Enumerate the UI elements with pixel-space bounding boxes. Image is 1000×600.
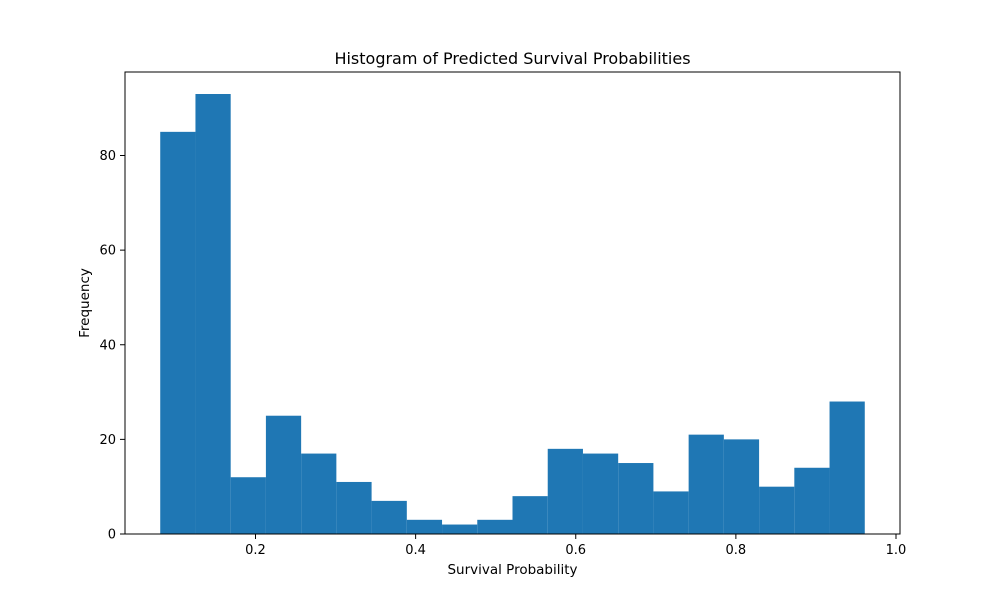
plot-frame: [124, 71, 901, 535]
histogram-bar: [265, 415, 302, 534]
x-axis-label: Survival Probability: [447, 562, 577, 578]
x-axis-ticks: 0.2 0.4 0.6 0.8 1.0: [245, 534, 906, 558]
histogram-bar: [477, 519, 513, 534]
x-tick-label: 0.6: [565, 543, 586, 558]
histogram-bar: [829, 401, 865, 534]
histogram-bar: [653, 491, 689, 534]
x-tick-label: 0.2: [245, 543, 266, 558]
histogram-bar: [723, 439, 760, 534]
y-axis-ticks: 0 20 40 60 80: [99, 149, 125, 543]
histogram-bar: [794, 467, 830, 534]
x-tick-label: 0.4: [405, 543, 426, 558]
y-tick-label: 80: [99, 149, 116, 164]
histogram-bar: [688, 434, 724, 534]
y-axis-label: Frequency: [77, 268, 93, 338]
y-tick-label: 20: [99, 433, 116, 448]
bars-group: [160, 94, 865, 534]
histogram-bar: [230, 477, 266, 534]
histogram-bar: [301, 453, 337, 534]
histogram-bar: [336, 481, 372, 534]
x-tick-label: 0.8: [726, 543, 747, 558]
y-tick-label: 40: [99, 338, 116, 353]
histogram-bar: [759, 486, 795, 534]
chart-title: Histogram of Predicted Survival Probabil…: [334, 49, 690, 68]
histogram-bar: [406, 519, 443, 534]
histogram-bar: [442, 524, 478, 534]
histogram-bar: [512, 496, 548, 534]
histogram-bar: [547, 448, 583, 534]
histogram-bar: [195, 94, 231, 534]
y-tick-label: 0: [108, 528, 116, 543]
x-tick-label: 1.0: [886, 543, 907, 558]
histogram-bar: [160, 131, 196, 534]
histogram-bar: [618, 463, 654, 534]
histogram-bar: [371, 500, 407, 534]
y-tick-label: 60: [99, 244, 116, 259]
histogram-bar: [582, 453, 619, 534]
